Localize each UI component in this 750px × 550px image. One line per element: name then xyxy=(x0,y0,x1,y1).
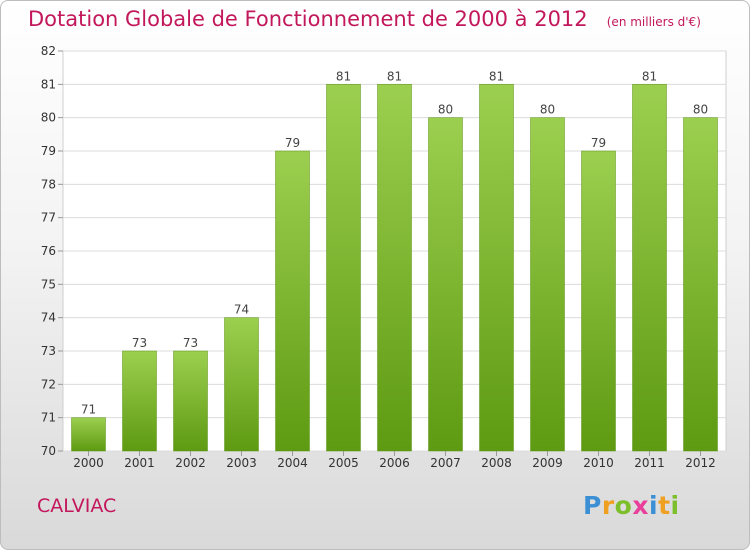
y-tick-label: 70 xyxy=(41,444,56,458)
x-tick-label: 2002 xyxy=(175,456,206,470)
y-tick-label: 81 xyxy=(41,77,56,91)
bar xyxy=(683,117,718,452)
x-tick-label: 2000 xyxy=(73,456,104,470)
y-tick-label: 82 xyxy=(41,44,56,58)
value-label: 73 xyxy=(132,336,147,350)
value-label: 79 xyxy=(591,136,606,150)
value-label: 79 xyxy=(285,136,300,150)
value-label: 81 xyxy=(336,69,351,83)
x-tick-label: 2004 xyxy=(277,456,308,470)
bar xyxy=(173,350,208,452)
value-label: 80 xyxy=(693,103,708,117)
value-label: 71 xyxy=(81,403,96,417)
x-tick-label: 2005 xyxy=(328,456,359,470)
y-tick-label: 74 xyxy=(41,311,56,325)
value-label: 73 xyxy=(183,336,198,350)
value-label: 81 xyxy=(387,69,402,83)
logo-letter: o xyxy=(614,491,633,520)
value-label: 74 xyxy=(234,303,249,317)
y-tick-label: 72 xyxy=(41,377,56,391)
value-label: 81 xyxy=(489,69,504,83)
bars xyxy=(71,84,718,452)
bar xyxy=(530,117,565,452)
x-tick-label: 2009 xyxy=(532,456,563,470)
logo-letter: r xyxy=(601,491,615,520)
x-tick-label: 2007 xyxy=(430,456,461,470)
value-label: 80 xyxy=(540,103,555,117)
town-name: CALVIAC xyxy=(37,495,117,517)
x-tick-label: 2010 xyxy=(583,456,614,470)
bar xyxy=(581,150,616,452)
x-tick-label: 2012 xyxy=(685,456,716,470)
y-tick-label: 80 xyxy=(41,111,56,125)
bar xyxy=(479,84,514,452)
bar xyxy=(377,84,412,452)
y-tick-label: 77 xyxy=(41,211,56,225)
x-tick-label: 2001 xyxy=(124,456,155,470)
value-label: 81 xyxy=(642,69,657,83)
y-tick-label: 79 xyxy=(41,144,56,158)
bar xyxy=(632,84,667,452)
bar xyxy=(275,150,310,452)
bar xyxy=(428,117,463,452)
y-tick-label: 75 xyxy=(41,277,56,291)
value-labels: 71 73 73 74 79 81 81 80 81 80 79 81 80 xyxy=(81,69,708,416)
bar xyxy=(326,84,361,452)
bar xyxy=(122,350,157,452)
chart-unit-note: (en milliers d'€) xyxy=(606,15,701,29)
y-tick-label: 73 xyxy=(41,344,56,358)
y-tick-label: 71 xyxy=(41,411,56,425)
title-row: Dotation Globale de Fonctionnement de 20… xyxy=(28,7,701,31)
logo-letter: i xyxy=(670,491,680,520)
y-axis: 70 71 72 73 74 75 76 77 78 79 80 81 82 xyxy=(41,44,63,458)
bar xyxy=(71,417,106,452)
logo-letter: i xyxy=(649,491,659,520)
logo-letter: x xyxy=(632,491,649,520)
value-label: 80 xyxy=(438,103,453,117)
x-tick-label: 2011 xyxy=(634,456,665,470)
y-tick-label: 78 xyxy=(41,177,56,191)
logo-letter: t xyxy=(658,491,671,520)
logo-letter: P xyxy=(583,491,602,520)
x-tick-label: 2003 xyxy=(226,456,257,470)
y-tick-label: 76 xyxy=(41,244,56,258)
x-tick-label: 2008 xyxy=(481,456,512,470)
x-tick-label: 2006 xyxy=(379,456,410,470)
bar xyxy=(224,317,259,452)
x-axis: 2000 2001 2002 2003 2004 2005 2006 2007 2008 2009… xyxy=(73,451,716,470)
chart-title: Dotation Globale de Fonctionnement de 20… xyxy=(28,7,588,31)
proxiti-logo[interactable]: Proxiti xyxy=(583,491,680,520)
